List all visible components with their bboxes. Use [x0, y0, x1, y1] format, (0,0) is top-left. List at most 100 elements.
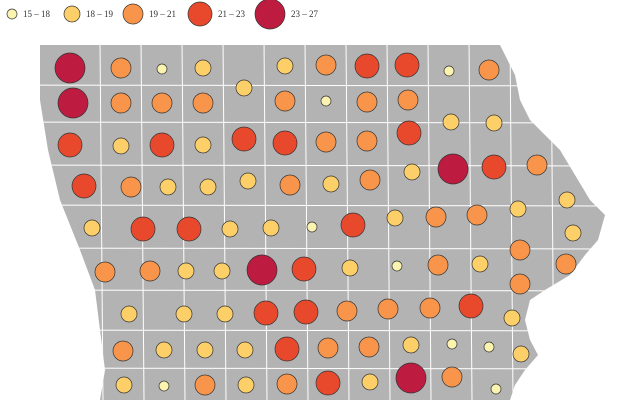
county-circle [443, 65, 455, 77]
county-circle [110, 57, 132, 79]
county-circle [83, 219, 101, 237]
county-circle [156, 63, 168, 75]
county-circle [57, 87, 89, 119]
county-circle [441, 366, 463, 388]
county-circle [356, 91, 378, 113]
county-circle [361, 373, 379, 391]
county-circle [151, 92, 173, 114]
county-circle [199, 178, 217, 196]
county-circle [320, 95, 332, 107]
county-circle [110, 92, 132, 114]
county-border [263, 45, 268, 400]
county-circle [194, 136, 212, 154]
county-circle [341, 259, 359, 277]
county-circle [216, 305, 234, 323]
legend-swatch [254, 0, 286, 30]
county-circle [237, 376, 255, 394]
county-circle [306, 221, 318, 233]
county-circle [274, 90, 296, 112]
county-border [40, 289, 605, 292]
county-border [304, 45, 309, 400]
county-circle [315, 370, 341, 396]
county-circle [71, 173, 97, 199]
county-circle [359, 169, 381, 191]
county-border [40, 367, 605, 370]
county-circle [120, 176, 142, 198]
county-circle [176, 216, 202, 242]
county-circle [279, 174, 301, 196]
county-circle [483, 341, 495, 353]
county-circle [177, 262, 195, 280]
county-circle [291, 256, 317, 282]
county-circle [340, 212, 366, 238]
county-circle [159, 178, 177, 196]
county-circle [336, 300, 358, 322]
county-circle [391, 260, 403, 272]
county-circle [315, 131, 337, 153]
county-circle [192, 92, 214, 114]
county-circle [194, 59, 212, 77]
county-circle [213, 262, 231, 280]
county-circle [139, 260, 161, 282]
county-circle [221, 220, 239, 238]
county-circle [478, 59, 500, 81]
county-circle [315, 54, 337, 76]
county-circles [54, 52, 582, 396]
county-circle [57, 132, 83, 158]
county-circle [395, 362, 427, 394]
county-circle [458, 293, 484, 319]
county-circle [239, 172, 257, 190]
county-circle [120, 305, 138, 323]
county-circle [235, 79, 253, 97]
legend-swatch [63, 5, 81, 23]
county-circle [276, 373, 298, 395]
legend-label: 21 – 23 [218, 9, 246, 19]
county-circle [555, 253, 577, 275]
county-circle [274, 336, 300, 362]
county-circle [276, 57, 294, 75]
county-circle [196, 341, 214, 359]
county-circle [509, 200, 527, 218]
county-circle [509, 239, 531, 261]
county-circle [402, 336, 420, 354]
legend-label: 23 – 27 [291, 9, 319, 19]
county-circle [155, 341, 173, 359]
county-border [99, 45, 104, 400]
county-circle [175, 305, 193, 323]
county-circle [419, 297, 441, 319]
county-circle [396, 120, 422, 146]
county-circle [425, 206, 447, 228]
county-circle [194, 374, 216, 396]
legend-label: 15 – 18 [23, 9, 51, 19]
county-circle [509, 273, 531, 295]
legend-label: 19 – 21 [149, 9, 176, 19]
legend-swatch [122, 3, 144, 25]
county-circle [246, 254, 278, 286]
county-circle [158, 380, 170, 392]
county-circle [564, 224, 582, 242]
county-circle [253, 300, 279, 326]
county-circle [446, 338, 458, 350]
county-circle [322, 175, 340, 193]
legend-swatch [187, 1, 213, 27]
legend: 15 – 18 18 – 19 19 – 21 21 – 23 23 – 27 [6, 0, 319, 30]
county-circle [377, 298, 399, 320]
county-circle [262, 219, 280, 237]
county-circle [231, 126, 257, 152]
county-circle [512, 345, 530, 363]
county-circle [112, 137, 130, 155]
legend-swatch [6, 8, 18, 20]
county-circle [397, 89, 419, 111]
county-circle [356, 130, 378, 152]
county-circle [272, 130, 298, 156]
county-circle [394, 52, 420, 78]
county-circle [112, 340, 134, 362]
county-border [222, 45, 227, 400]
county-circle [149, 132, 175, 158]
county-circle [115, 376, 133, 394]
county-circle [236, 341, 254, 359]
county-border [40, 247, 605, 250]
county-circle [94, 261, 116, 283]
county-circle [130, 216, 156, 242]
